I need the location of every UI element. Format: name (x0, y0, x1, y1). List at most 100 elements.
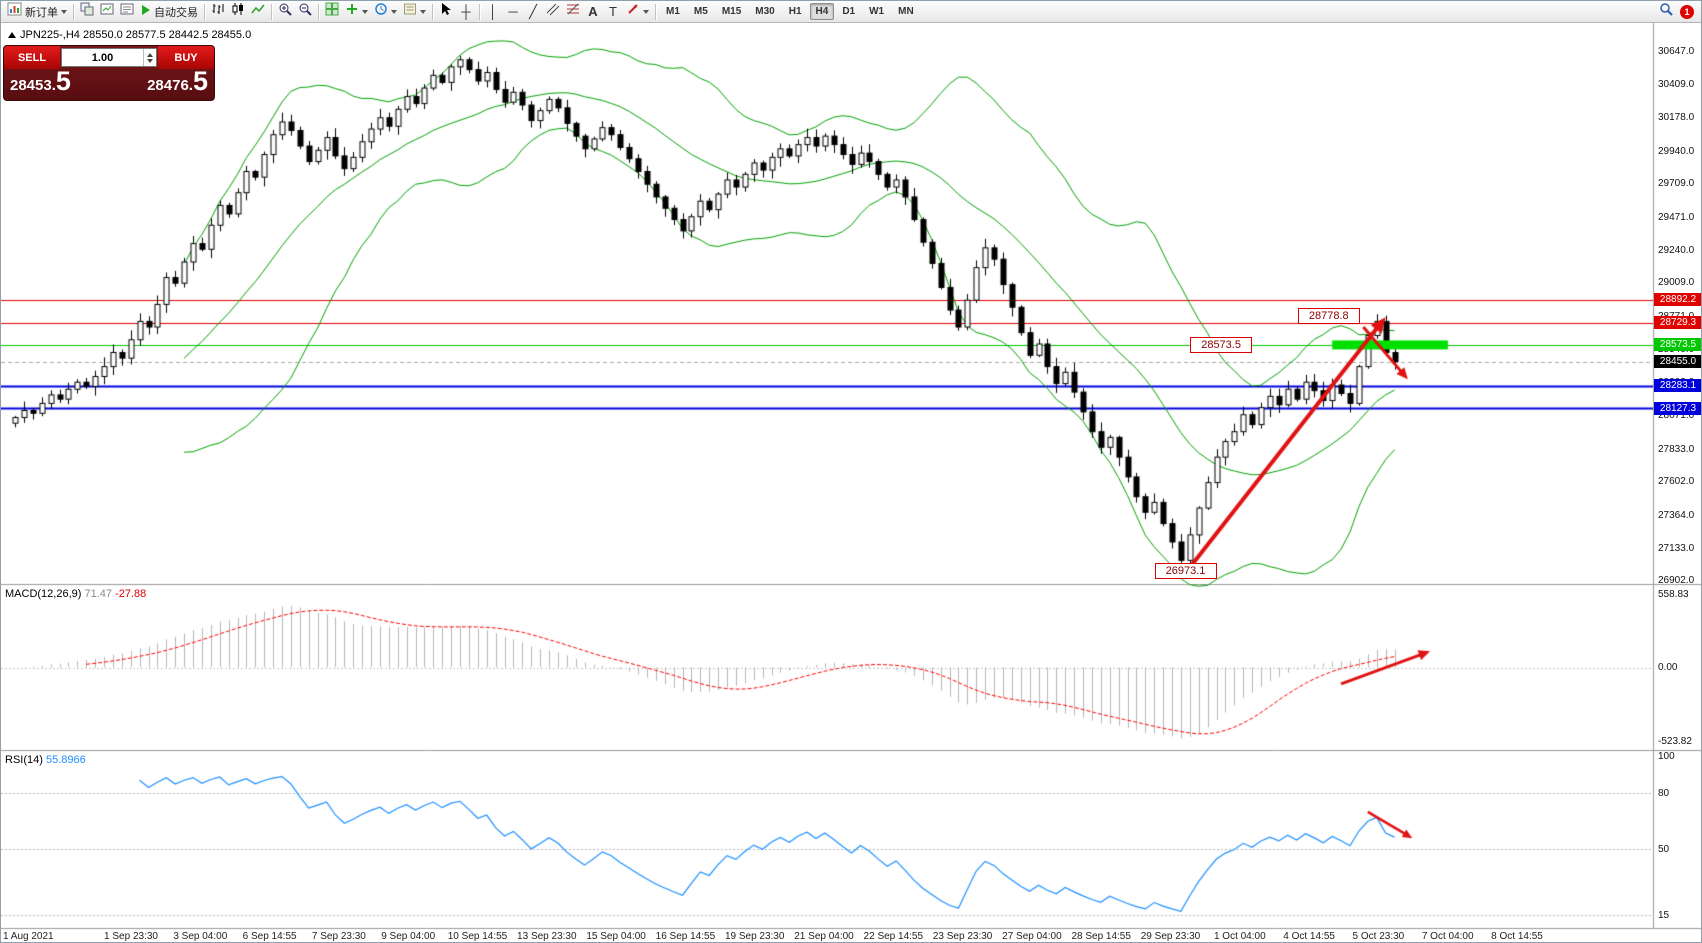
price-axis-label: 29009.0 (1658, 277, 1695, 289)
price-axis-label: 30178.0 (1658, 112, 1695, 124)
time-axis-label: 3 Sep 04:00 (173, 931, 228, 942)
current-price-tag: 28455.0 (1654, 355, 1701, 369)
arrows-tool-button[interactable] (623, 2, 652, 22)
price-axis-label: 30647.0 (1658, 45, 1695, 57)
new-order-button[interactable]: 新订单 (4, 2, 70, 22)
search-button[interactable] (1656, 2, 1676, 22)
price-axis-label: 26902.0 (1658, 575, 1695, 587)
autotrading-button[interactable]: 自动交易 (137, 2, 201, 22)
time-axis-label: 1 Oct 04:00 (1213, 931, 1266, 942)
indicators-button[interactable] (342, 2, 371, 22)
templates-button[interactable] (400, 2, 429, 22)
cursor-button[interactable] (436, 2, 456, 22)
toolbar: 新订单 自动交易 (1, 1, 1701, 23)
text-tool-button[interactable]: A (583, 2, 603, 22)
price-axis-label: 27602.0 (1658, 476, 1695, 488)
buy-price-main: 28476. (147, 77, 193, 94)
time-axis-label: 29 Sep 23:30 (1140, 931, 1201, 942)
time-axis-label: 13 Sep 23:30 (517, 931, 577, 942)
candlestick-button[interactable] (228, 2, 248, 22)
candlestick-icon (231, 2, 245, 21)
spinner-down-icon[interactable] (147, 58, 153, 63)
toolbar-separator (73, 3, 74, 20)
new-chart-button[interactable] (97, 2, 117, 22)
time-axis-label: 27 Sep 04:00 (1002, 931, 1062, 942)
timeframe-m15[interactable]: M15 (721, 6, 742, 17)
periods-icon (374, 2, 388, 21)
toolbar-separator (479, 3, 480, 20)
macd-axis-label: 558.83 (1658, 589, 1689, 600)
rsi-axis-label: 15 (1658, 909, 1670, 921)
toolbar-separator (318, 3, 319, 20)
chevron-down-icon (61, 9, 67, 14)
price-axis-label: 27133.0 (1658, 542, 1695, 554)
time-axis-label: 7 Sep 23:30 (311, 931, 366, 942)
timeframe-d1[interactable]: D1 (842, 6, 856, 17)
hline-price-tag[interactable]: 28729.3 (1654, 316, 1701, 330)
hline-price-tag[interactable]: 28892.2 (1654, 293, 1701, 307)
time-axis-label: 9 Sep 04:00 (381, 931, 436, 942)
one-click-trading-panel: SELL 1.00 BUY 28453.5 28476.5 (3, 45, 215, 101)
volume-value[interactable]: 1.00 (91, 51, 114, 64)
timeframe-m5[interactable]: M5 (693, 6, 708, 17)
grid-windows-button[interactable] (322, 2, 342, 22)
time-axis-label: 16 Sep 14:55 (655, 931, 716, 942)
hline-price-tag[interactable]: 28127.3 (1654, 401, 1701, 415)
zoom-in-button[interactable] (275, 2, 295, 22)
channel-button[interactable] (543, 2, 563, 22)
price-axis-label: 29709.0 (1658, 178, 1695, 190)
time-axis-label: 6 Sep 14:55 (242, 931, 297, 942)
vertical-line-icon: │ (488, 4, 498, 19)
buy-button[interactable]: BUY (158, 46, 214, 69)
price-annotation[interactable]: 26973.1 (1154, 563, 1217, 580)
zoom-out-button[interactable] (295, 2, 315, 22)
notification-badge[interactable]: 1 (1680, 4, 1694, 19)
new-order-label: 新订单 (25, 6, 58, 19)
price-annotation[interactable]: 28778.8 (1297, 307, 1360, 324)
macd-axis-label: 0.00 (1658, 661, 1678, 673)
price-annotation[interactable]: 28573.5 (1190, 336, 1253, 353)
new-order-icon (7, 2, 22, 21)
hline-price-tag[interactable]: 28573.5 (1654, 338, 1701, 352)
indicators-icon (345, 2, 359, 21)
sell-price-display[interactable]: 28453.5 (10, 68, 71, 95)
timeframe-mn[interactable]: MN (898, 6, 914, 17)
volume-spinner (143, 49, 156, 66)
timeframe-m1[interactable]: M1 (666, 6, 680, 17)
fibonacci-button[interactable] (563, 2, 583, 22)
vertical-line-button[interactable]: │ (483, 2, 503, 22)
price-axis-label: 28071.0 (1658, 409, 1695, 421)
toolbar-separator (432, 3, 433, 20)
timeframe-h4[interactable]: H4 (809, 3, 835, 20)
volume-field[interactable]: 1.00 (61, 48, 157, 67)
line-chart-button[interactable] (248, 2, 268, 22)
collapse-panel-icon[interactable] (8, 32, 16, 38)
search-icon (1659, 2, 1673, 21)
chart-list-icon (120, 2, 134, 21)
time-axis-label: 21 Sep 04:00 (794, 931, 854, 942)
chart-list-button[interactable] (117, 2, 137, 22)
price-axis-label: 27364.0 (1658, 509, 1695, 521)
crosshair-button[interactable]: ┼ (456, 2, 476, 22)
buy-price-display[interactable]: 28476.5 (147, 68, 208, 95)
bar-chart-button[interactable] (208, 2, 228, 22)
zoom-out-icon (298, 2, 312, 21)
time-axis-label: 7 Oct 04:00 (1421, 931, 1474, 942)
trendline-button[interactable]: ╱ (523, 2, 543, 22)
play-icon (140, 3, 151, 21)
timeframe-h1[interactable]: H1 (788, 6, 802, 17)
sell-price-main: 28453. (10, 77, 56, 94)
price-axis-label: 29240.0 (1658, 244, 1695, 256)
spinner-up-icon[interactable] (147, 52, 153, 57)
tile-windows-button[interactable] (77, 2, 97, 22)
label-tool-button[interactable]: T (603, 2, 623, 22)
toolbar-separator (655, 3, 656, 20)
periods-button[interactable] (371, 2, 400, 22)
horizontal-line-button[interactable]: ─ (503, 2, 523, 22)
time-axis-label: 5 Oct 23:30 (1352, 931, 1405, 942)
timeframe-w1[interactable]: W1 (869, 6, 885, 17)
sell-button[interactable]: SELL (4, 46, 60, 69)
hline-price-tag[interactable]: 28283.1 (1654, 379, 1701, 393)
timeframe-m30[interactable]: M30 (755, 6, 775, 17)
